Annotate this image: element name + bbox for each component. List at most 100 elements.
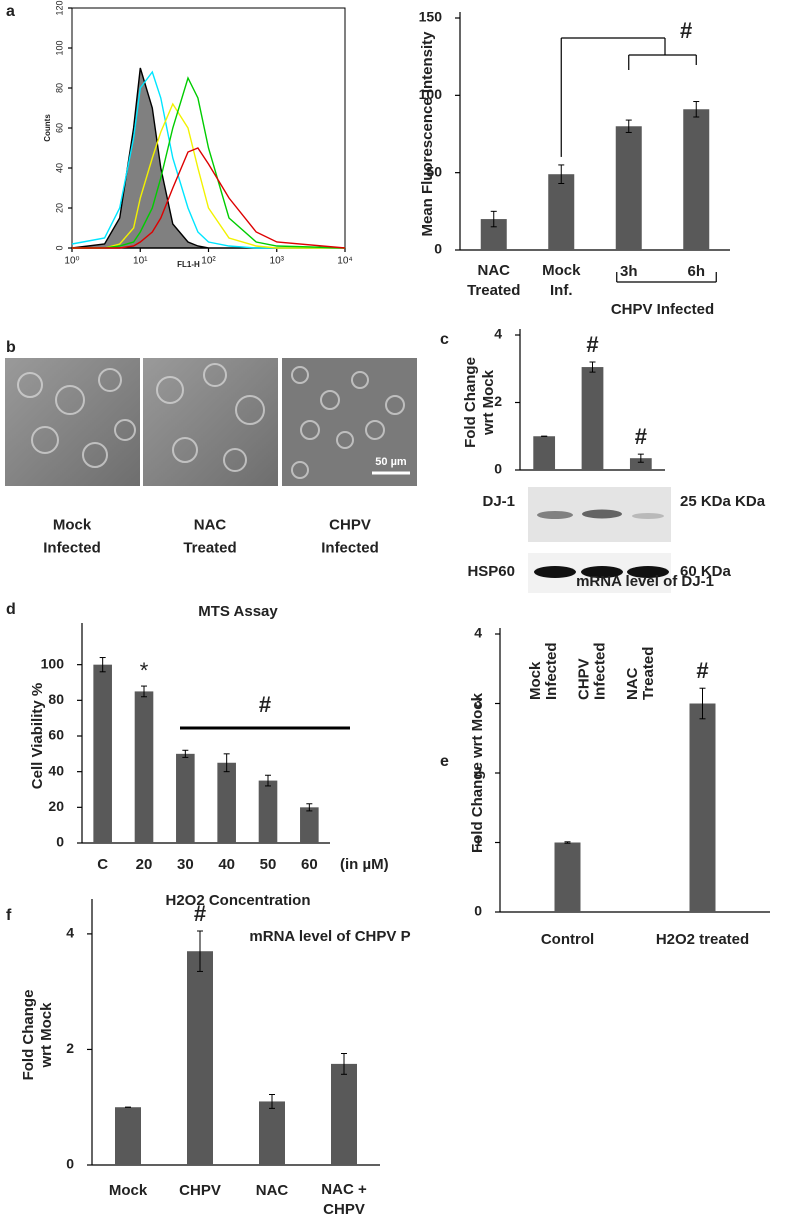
bar xyxy=(176,753,195,843)
bar xyxy=(134,691,154,843)
x-axis-label: H2O2 Concentration xyxy=(165,892,310,909)
y-tick-label: 2 xyxy=(66,1040,74,1056)
micrographs: 50 µm xyxy=(5,358,417,486)
x-tick-label: Mock Inf. xyxy=(542,262,581,299)
bar xyxy=(187,951,213,1165)
bar xyxy=(259,1101,285,1165)
y-axis-label: Mean Fluorescence Intensity xyxy=(419,31,436,237)
annotation: # xyxy=(680,18,692,43)
y-tick-label: 80 xyxy=(54,83,64,93)
micrograph-caption: CHPV Infected xyxy=(321,516,379,556)
y-tick-label: 0 xyxy=(66,1156,74,1172)
y-axis-label: Fold Changewrt Mock xyxy=(20,990,55,1081)
x-tick-label: NAC xyxy=(256,1182,289,1199)
micrograph-caption: NAC Treated xyxy=(183,516,236,556)
western-blot xyxy=(528,487,671,593)
y-tick-label: 0 xyxy=(474,903,482,919)
histogram-curve xyxy=(72,147,346,249)
y-tick-label: 150 xyxy=(419,9,443,25)
x-tick-label: H2O2 treated xyxy=(656,931,749,948)
blot-band-label: HSP60 xyxy=(467,563,515,580)
histogram-curve xyxy=(72,76,346,249)
x-tick-label: C xyxy=(97,856,108,873)
y-tick-label: 40 xyxy=(54,163,64,173)
x-tick-label: 40 xyxy=(218,856,235,873)
y-tick-label: 120 xyxy=(54,0,64,15)
x-tick-label: 3h xyxy=(620,263,638,280)
plot-frame xyxy=(71,7,346,249)
bar xyxy=(533,436,556,470)
x-tick-label: 10² xyxy=(201,256,216,267)
bar xyxy=(615,126,642,250)
y-tick-label: 4 xyxy=(66,925,74,941)
panel-label: d xyxy=(6,601,16,618)
group-label: CHPV Infected xyxy=(611,301,714,318)
bar xyxy=(258,780,278,843)
bar xyxy=(217,762,236,843)
x-tick-label: CHPVInfected xyxy=(575,642,608,700)
scale-bar-label: 50 µm xyxy=(375,456,407,468)
y-tick-label: 0 xyxy=(434,241,442,257)
y-tick-label: 40 xyxy=(48,762,64,778)
bar xyxy=(300,807,319,843)
histogram-curve xyxy=(71,70,345,249)
y-tick-label: 100 xyxy=(54,40,64,55)
y-tick-label: 3 xyxy=(474,694,482,710)
x-tick-label: 30 xyxy=(177,856,194,873)
panel-label: c xyxy=(440,331,449,348)
x-tick-label: NACTreated xyxy=(624,647,657,700)
chart-title: mRNA level of CHPV P xyxy=(249,928,410,945)
panel-label: a xyxy=(6,3,15,20)
panel-label: f xyxy=(6,907,12,924)
y-tick-label: 20 xyxy=(54,203,64,213)
chart-title: mRNA level of DJ-1 xyxy=(576,573,714,590)
x-tick-label: Mock xyxy=(109,1182,148,1199)
x-tick-label: NAC + CHPV xyxy=(321,1181,367,1218)
bar xyxy=(331,1063,357,1165)
bar xyxy=(93,664,112,843)
y-tick-label: 2 xyxy=(494,393,502,409)
x-tick-label: 10⁴ xyxy=(337,256,352,267)
chart-title: MTS Assay xyxy=(198,603,278,620)
y-axis-label: Counts xyxy=(43,114,52,142)
y-tick-label: 1 xyxy=(474,833,482,849)
blot-size-label: 25 KDa KDa xyxy=(680,493,766,510)
bar xyxy=(683,109,710,251)
x-tick-label: 10¹ xyxy=(133,256,148,267)
panel-label: b xyxy=(6,339,16,356)
y-axis-label: Fold Change wrt Mock xyxy=(469,692,486,853)
x-tick-label: 50 xyxy=(260,856,277,873)
y-tick-label: 50 xyxy=(426,163,442,179)
y-tick-label: 100 xyxy=(419,86,443,102)
x-tick-label: 10⁰ xyxy=(64,256,79,267)
bar xyxy=(548,174,575,250)
micrograph-caption: Mock Infected xyxy=(43,516,101,556)
bar xyxy=(689,703,716,912)
y-axis-label: Fold Changewrt Mock xyxy=(462,357,497,448)
histogram-curve xyxy=(72,102,345,249)
x-axis-label: FL1-H xyxy=(177,260,200,269)
annotation: # xyxy=(635,424,647,449)
x-unit-label: (in µM) xyxy=(340,856,389,873)
y-tick-label: 0 xyxy=(54,245,64,250)
blot-band-label: DJ-1 xyxy=(482,493,515,510)
y-tick-label: 20 xyxy=(48,798,64,814)
y-tick-label: 0 xyxy=(56,834,64,850)
y-tick-label: 4 xyxy=(474,625,482,641)
x-tick-label: CHPV xyxy=(179,1182,221,1199)
bar xyxy=(581,367,604,470)
x-tick-label: MockInfected xyxy=(527,642,560,700)
annotation: # xyxy=(259,692,271,717)
y-axis-label: Cell Viability % xyxy=(29,683,46,789)
y-tick-label: 60 xyxy=(48,727,64,743)
annotation: # xyxy=(194,901,206,926)
bar xyxy=(629,458,652,470)
bar xyxy=(115,1107,141,1165)
y-tick-label: 100 xyxy=(41,655,65,671)
x-tick-label: 20 xyxy=(136,856,153,873)
y-tick-label: 0 xyxy=(494,461,502,477)
y-tick-label: 60 xyxy=(54,123,64,133)
y-tick-label: 80 xyxy=(48,691,64,707)
